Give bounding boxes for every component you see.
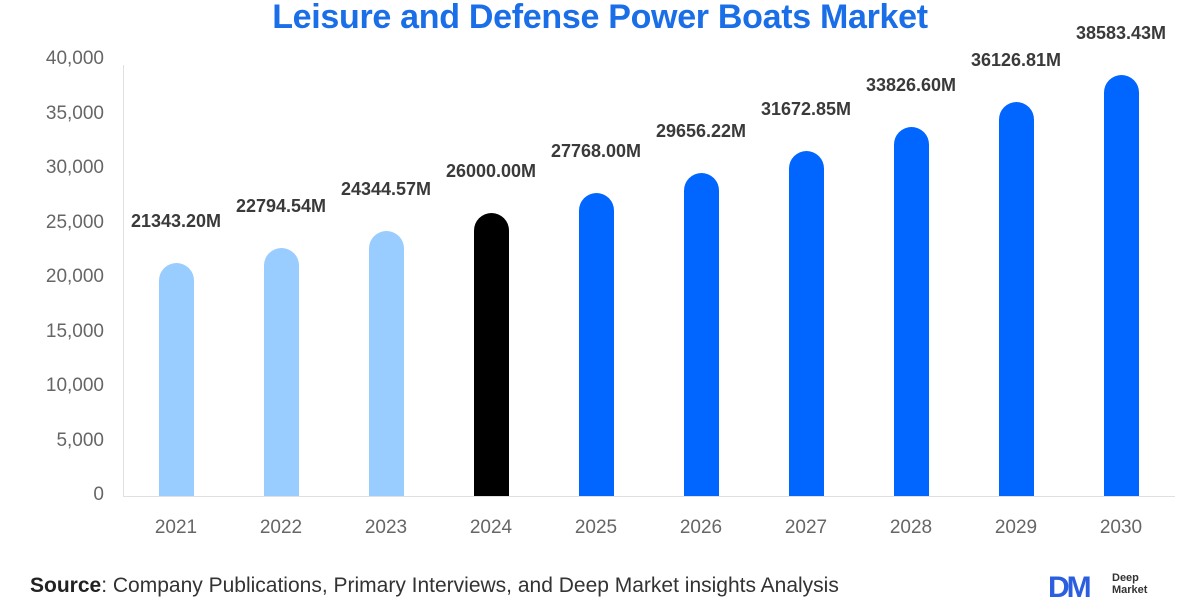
x-tick-label-2027: 2027 (784, 517, 828, 538)
x-tick-label-2025: 2025 (574, 517, 618, 538)
bar-2027 (788, 150, 824, 496)
bar-2029 (998, 102, 1034, 496)
value-label-2024: 26000.00M (445, 160, 537, 181)
bar-2022 (263, 247, 299, 496)
chart-title: Leisure and Defense Power Boats Market (272, 0, 928, 36)
value-label-2021: 21343.20M (130, 211, 222, 232)
x-tick-label-2029: 2029 (994, 517, 1038, 538)
value-label-2026: 29656.22M (655, 120, 747, 141)
bar-2026 (683, 172, 719, 496)
x-tick-label-2028: 2028 (889, 517, 933, 538)
x-tick-label-2026: 2026 (679, 517, 723, 538)
logo-mark-icon: DM (1048, 571, 1092, 604)
value-label-2030: 38583.43M (1075, 23, 1167, 44)
x-tick-label-2023: 2023 (364, 517, 408, 538)
y-tick-label: 25,000 (45, 211, 104, 233)
y-tick-label: 35,000 (45, 102, 104, 124)
value-label-2029: 36126.81M (970, 50, 1062, 71)
bar-2021 (158, 263, 194, 496)
y-tick-label: 30,000 (45, 157, 104, 178)
value-label-2023: 24344.57M (340, 178, 432, 199)
logo-line-2: Market (1112, 584, 1148, 596)
y-tick-label: 0 (93, 484, 104, 505)
y-tick-label: 5,000 (56, 429, 104, 451)
logo-wordmark: Deep Market (1112, 572, 1147, 596)
bar-2025 (578, 193, 614, 496)
y-tick-label: 20,000 (45, 266, 104, 287)
bar-2030 (1103, 75, 1139, 496)
bar-2023 (368, 230, 404, 496)
y-tick-label: 10,000 (45, 375, 104, 396)
x-tick-label-2030: 2030 (1099, 517, 1143, 538)
value-label-2028: 33826.60M (865, 75, 957, 96)
y-tick-label: 15,000 (45, 320, 104, 342)
bar-2024 (473, 212, 509, 496)
source-note: Source: Company Publications, Primary In… (30, 574, 839, 598)
x-tick-label-2024: 2024 (469, 517, 513, 538)
value-label-2025: 27768.00M (550, 141, 642, 162)
value-label-2022: 22794.54M (235, 195, 327, 216)
source-label: Source (30, 574, 102, 597)
deep-market-logo: DM Deep Market (1048, 571, 1188, 604)
y-axis-line (123, 65, 124, 496)
logo-line-1: Deep (1112, 572, 1139, 584)
x-tick-label-2021: 2021 (154, 517, 198, 538)
y-tick-label: 40,000 (45, 48, 104, 69)
source-text: : Company Publications, Primary Intervie… (101, 574, 839, 597)
bar-2028 (893, 127, 929, 496)
value-label-2027: 31672.85M (760, 98, 852, 119)
x-tick-label-2022: 2022 (259, 517, 303, 538)
x-axis-line (123, 496, 1175, 497)
